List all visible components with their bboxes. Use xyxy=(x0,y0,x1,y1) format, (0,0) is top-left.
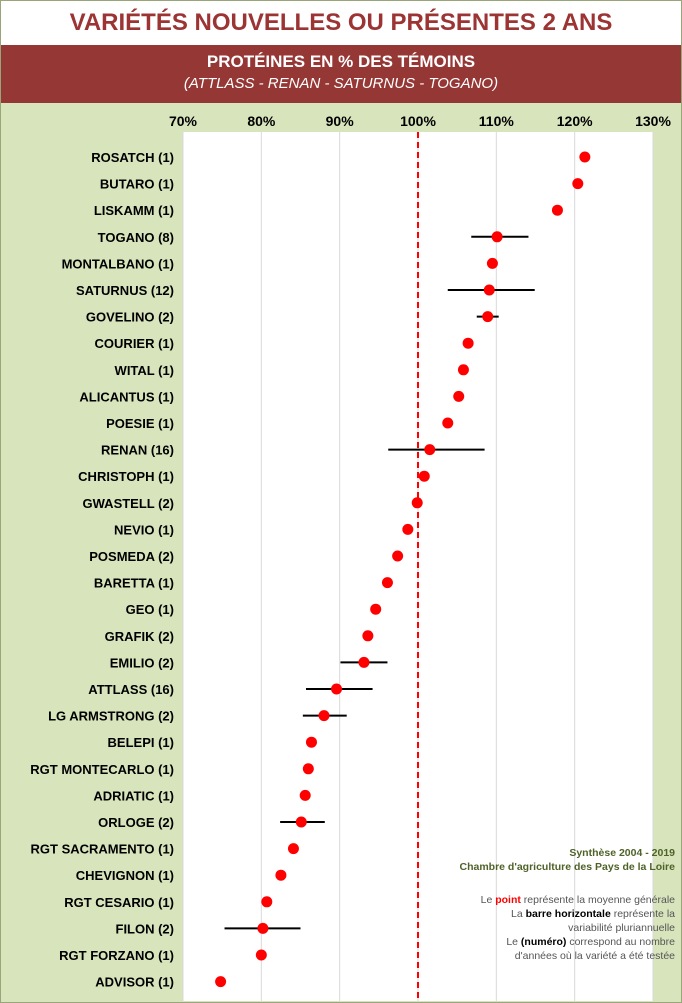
mean-point xyxy=(318,710,330,722)
category-label: ATTLASS (16) xyxy=(88,682,174,697)
mean-point xyxy=(551,204,563,216)
category-label: RGT CESARIO (1) xyxy=(64,895,174,910)
category-label: LG ARMSTRONG (2) xyxy=(48,709,174,724)
mean-point xyxy=(257,922,269,934)
category-label: ORLOGE (2) xyxy=(98,815,174,830)
mean-point xyxy=(275,869,287,881)
mean-point xyxy=(453,390,465,402)
x-tick-label: 100% xyxy=(400,113,436,129)
category-label: ADVISOR (1) xyxy=(95,975,174,990)
source-line-1: Synthèse 2004 - 2019 xyxy=(569,847,675,859)
mean-point xyxy=(302,763,314,775)
mean-point xyxy=(305,736,317,748)
legend-line-3: variabilité pluriannuelle xyxy=(568,922,675,934)
mean-point xyxy=(261,896,273,908)
mean-point xyxy=(579,151,591,163)
category-label: GWASTELL (2) xyxy=(83,496,174,511)
x-tick-label: 120% xyxy=(557,113,593,129)
category-label: RGT SACRAMENTO (1) xyxy=(31,842,174,857)
mean-point xyxy=(255,949,267,961)
mean-point xyxy=(370,603,382,615)
category-label: SATURNUS (12) xyxy=(76,283,174,298)
category-label: POSMEDA (2) xyxy=(89,549,174,564)
category-label: RGT FORZANO (1) xyxy=(59,948,174,963)
legend-line-1: Le point représente la moyenne générale xyxy=(480,894,675,906)
mean-point xyxy=(418,470,430,482)
category-label: GEO (1) xyxy=(126,602,174,617)
category-label: LISKAMM (1) xyxy=(94,203,174,218)
category-label: FILON (2) xyxy=(116,921,175,936)
legend-explanation: Le point représente la moyenne générale … xyxy=(380,893,675,963)
mean-point xyxy=(299,789,311,801)
category-label: BARETTA (1) xyxy=(94,576,174,591)
x-tick-label: 130% xyxy=(635,113,671,129)
mean-point xyxy=(392,550,404,562)
mean-point xyxy=(483,284,495,296)
mean-point xyxy=(295,816,307,828)
category-label: BELEPI (1) xyxy=(108,735,174,750)
category-label: WITAL (1) xyxy=(115,363,174,378)
mean-point xyxy=(215,976,227,988)
category-label: CHEVIGNON (1) xyxy=(76,868,174,883)
mean-point xyxy=(457,364,469,376)
category-label: BUTARO (1) xyxy=(100,177,174,192)
mean-point xyxy=(362,630,374,642)
source-line-2: Chambre d'agriculture des Pays de la Loi… xyxy=(459,861,676,873)
category-label: ROSATCH (1) xyxy=(91,150,174,165)
legend-line-2: La barre horizontale représente la xyxy=(510,908,675,920)
x-tick-label: 110% xyxy=(479,113,515,129)
category-label: ADRIATIC (1) xyxy=(93,788,174,803)
mean-point xyxy=(287,843,299,855)
mean-point xyxy=(462,337,474,349)
chart-subtitle-reference: (ATTLASS - RENAN - SATURNUS - TOGANO) xyxy=(183,75,499,92)
mean-point xyxy=(491,231,503,243)
category-label: MONTALBANO (1) xyxy=(62,256,174,271)
mean-point xyxy=(411,497,423,509)
category-label: ALICANTUS (1) xyxy=(79,389,174,404)
category-label: RENAN (16) xyxy=(101,443,174,458)
category-label: GRAFIK (2) xyxy=(105,629,174,644)
category-label: POESIE (1) xyxy=(106,416,174,431)
mean-point xyxy=(358,656,370,668)
mean-point xyxy=(402,523,414,535)
x-tick-label: 70% xyxy=(169,113,198,129)
x-tick-label: 80% xyxy=(247,113,276,129)
mean-point xyxy=(442,417,454,429)
mean-point xyxy=(482,311,494,323)
mean-point xyxy=(424,444,436,456)
chart-title: VARIÉTÉS NOUVELLES OU PRÉSENTES 2 ANS xyxy=(1,1,681,45)
x-tick-label: 90% xyxy=(326,113,355,129)
chart-subtitle: PROTÉINES EN % DES TÉMOINS xyxy=(206,52,476,71)
mean-point xyxy=(381,577,393,589)
mean-point xyxy=(331,683,343,695)
category-label: RGT MONTECARLO (1) xyxy=(30,762,174,777)
category-label: NEVIO (1) xyxy=(114,522,174,537)
category-label: CHRISTOPH (1) xyxy=(78,469,174,484)
legend-line-4: Le (numéro) correspond au nombre xyxy=(506,936,675,948)
category-label: TOGANO (8) xyxy=(98,230,174,245)
category-label: COURIER (1) xyxy=(95,336,174,351)
legend-line-5: d'années où la variété a été testée xyxy=(514,950,675,962)
category-label: GOVELINO (2) xyxy=(86,310,174,325)
subtitle-band: PROTÉINES EN % DES TÉMOINS (ATTLASS - RE… xyxy=(1,45,681,103)
source-note: Synthèse 2004 - 2019 Chambre d'agricultu… xyxy=(395,846,676,874)
category-label: EMILIO (2) xyxy=(110,655,174,670)
mean-point xyxy=(572,178,584,190)
mean-point xyxy=(486,257,498,269)
